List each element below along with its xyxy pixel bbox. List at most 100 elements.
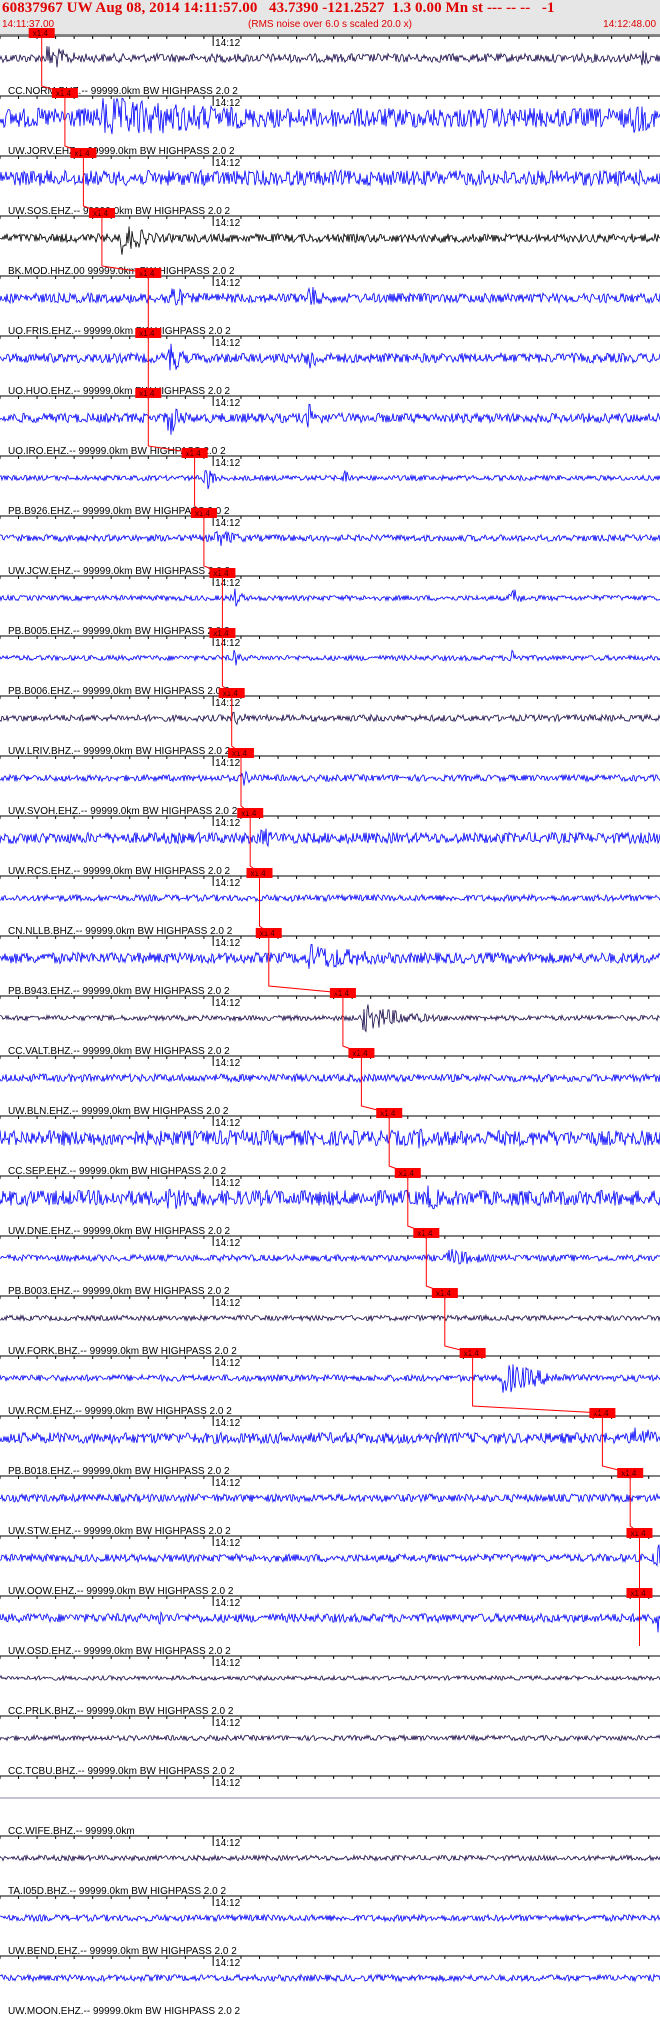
waveform-trace: [0, 1427, 660, 1446]
minute-tick-label: 14:12: [215, 1658, 240, 1669]
station-label: CC.VALT.BHZ.-- 99999.0km BW HIGHPASS 2.0…: [8, 1046, 230, 1057]
station-label: UW.OOW.EHZ.-- 99999.0km BW HIGHPASS 2.0 …: [8, 1586, 234, 1597]
pick-label: x1.4: [334, 989, 350, 998]
pick-label: x1.4: [380, 1109, 396, 1118]
minute-tick-label: 14:12: [215, 458, 240, 469]
minute-tick-label: 14:12: [215, 1058, 240, 1069]
pick-label: x1.4: [213, 629, 229, 638]
pick-label: x1.4: [621, 1469, 637, 1478]
waveform-trace: [0, 469, 660, 490]
minute-tick-label: 14:12: [215, 1718, 240, 1729]
station-label: UW.LRIV.BHZ.-- 99999.0km BW HIGHPASS 2.0…: [8, 746, 231, 757]
minute-tick-label: 14:12: [215, 698, 240, 709]
station-label: UW.BEND.EHZ.-- 99999.0km BW HIGHPASS 2.0…: [8, 1946, 237, 1957]
minute-tick-label: 14:12: [215, 1418, 240, 1429]
minute-tick-label: 14:12: [215, 1358, 240, 1369]
station-label: UW.FORK.BHZ.-- 99999.0km BW HIGHPASS 2.0…: [8, 1346, 237, 1357]
waveform-trace: [0, 1544, 660, 1567]
station-label: CC.NORM.BHZ.-- 99999.0km BW HIGHPASS 2.0…: [8, 86, 238, 97]
event-title: 60837967 UW Aug 08, 2014 14:11:57.00 43.…: [2, 0, 555, 16]
waveform-trace: [0, 893, 660, 903]
station-label: UW.JCW.EHZ.-- 99999.0km BW HIGHPASS 2.0 …: [8, 566, 231, 577]
station-label: UW.RCM.EHZ.-- 99999.0km BW HIGHPASS 2.0 …: [8, 1406, 232, 1417]
station-label: PB.B926.EHZ.-- 99999.0km BW HIGHPASS 2.0…: [8, 506, 230, 517]
minute-tick-label: 14:12: [215, 938, 240, 949]
waveform-trace: [0, 97, 660, 135]
waveform-trace: [0, 46, 660, 68]
pick-label: x1.4: [195, 509, 211, 518]
station-label: PB.B006.EHZ.-- 99999.0km BW HIGHPASS 2.0…: [8, 686, 230, 697]
end-time-label: 14:12:48.00: [603, 19, 656, 30]
waveform-trace: [0, 649, 660, 666]
minute-tick-label: 14:12: [215, 1958, 240, 1969]
minute-tick-label: 14:12: [215, 1778, 240, 1789]
waveform-trace: [0, 168, 660, 188]
waveform-trace: [0, 1072, 660, 1084]
station-label: PB.B943.EHZ.-- 99999.0km BW HIGHPASS 2.0…: [8, 986, 230, 997]
station-label: PB.B005.EHZ.-- 99999.0km BW HIGHPASS 2.0…: [8, 626, 230, 637]
minute-tick-label: 14:12: [215, 398, 240, 409]
minute-tick-label: 14:12: [215, 278, 240, 289]
waveform-trace: [0, 828, 660, 848]
pick-label: x1.4: [139, 329, 155, 338]
station-label: CC.TCBU.BHZ.-- 99999.0km BW HIGHPASS 2.0…: [8, 1766, 235, 1777]
minute-tick-label: 14:12: [215, 1478, 240, 1489]
station-label: UW.STW.EHZ.-- 99999.0km BW HIGHPASS 2.0 …: [8, 1526, 231, 1537]
station-label: PB.B003.EHZ.-- 99999.0km BW HIGHPASS 2.0…: [8, 1286, 230, 1297]
minute-tick-label: 14:12: [215, 638, 240, 649]
minute-tick-label: 14:12: [215, 1838, 240, 1849]
station-label: UO.FRIS.EHZ.-- 99999.0km BW HIGHPASS 2.0…: [8, 326, 231, 337]
rms-noise-subtitle: (RMS noise over 6.0 s scaled 20.0 x): [248, 19, 412, 30]
minute-tick-label: 14:12: [215, 758, 240, 769]
station-label: UW.OSD.EHZ.-- 99999.0km BW HIGHPASS 2.0 …: [8, 1646, 231, 1657]
waveform-trace: [0, 1004, 660, 1033]
pick-label: x1.4: [352, 1049, 368, 1058]
waveform-trace: [0, 1973, 660, 1983]
pick-label: x1.4: [139, 269, 155, 278]
minute-tick-label: 14:12: [215, 578, 240, 589]
waveform-trace: [0, 1733, 660, 1743]
pick-label: x1.4: [464, 1349, 480, 1358]
minute-tick-label: 14:12: [215, 1238, 240, 1249]
station-label: UW.RCS.EHZ.-- 99999.0km BW HIGHPASS 2.0 …: [8, 866, 231, 877]
pick-label: x1.4: [630, 1529, 646, 1538]
pick-label: x1.4: [186, 449, 202, 458]
minute-tick-label: 14:12: [215, 1538, 240, 1549]
minute-tick-label: 14:12: [215, 338, 240, 349]
waveform-trace: [0, 588, 660, 607]
waveform-trace: [0, 1185, 660, 1210]
minute-tick-label: 14:12: [215, 218, 240, 229]
station-label: CC.PRLK.BHZ.-- 99999.0km BW HIGHPASS 2.0…: [8, 1706, 234, 1717]
station-label: PB.B018.EHZ.-- 99999.0km BW HIGHPASS 2.0…: [8, 1466, 230, 1477]
waveform-trace: [0, 711, 660, 726]
pick-label: x1.4: [33, 29, 49, 38]
waveform-trace: [0, 770, 660, 786]
minute-tick-label: 14:12: [215, 1298, 240, 1309]
minute-tick-label: 14:12: [215, 98, 240, 109]
pick-label: x1.4: [417, 1229, 433, 1238]
station-label: UW.DNE.EHZ.-- 99999.0km BW HIGHPASS 2.0 …: [8, 1226, 231, 1237]
pick-moveout-line: [41, 33, 640, 1646]
pick-label: x1.4: [241, 809, 257, 818]
station-label: BK.MOD.HHZ.00 99999.0km BW HIGHPASS 2.0 …: [8, 266, 235, 277]
plot-header: 60837967 UW Aug 08, 2014 14:11:57.00 43.…: [0, 0, 660, 35]
waveform-trace: [0, 1364, 660, 1393]
pick-label: x1.4: [436, 1289, 452, 1298]
waveform-trace: [0, 1128, 660, 1149]
station-label: UW.MOON.EHZ.-- 99999.0km BW HIGHPASS 2.0…: [8, 2006, 241, 2017]
pick-label: x1.4: [593, 1409, 609, 1418]
minute-tick-label: 14:12: [215, 1118, 240, 1129]
minute-tick-label: 14:12: [215, 998, 240, 1009]
waveform-trace: [0, 1492, 660, 1504]
minute-tick-label: 14:12: [215, 158, 240, 169]
station-label: CC.SEP.EHZ.-- 99999.0km BW HIGHPASS 2.0 …: [8, 1166, 226, 1177]
minute-tick-label: 14:12: [215, 1598, 240, 1609]
pick-label: x1.4: [139, 389, 155, 398]
station-label: UO.HUO.EHZ.-- 99999.0km BW HIGHPASS 2.0 …: [8, 386, 231, 397]
pick-label: x1.4: [56, 89, 72, 98]
waveform-trace: [0, 943, 660, 969]
minute-tick-label: 14:12: [215, 1898, 240, 1909]
waveform-trace: [0, 403, 660, 435]
pick-label: x1.4: [399, 1169, 415, 1178]
